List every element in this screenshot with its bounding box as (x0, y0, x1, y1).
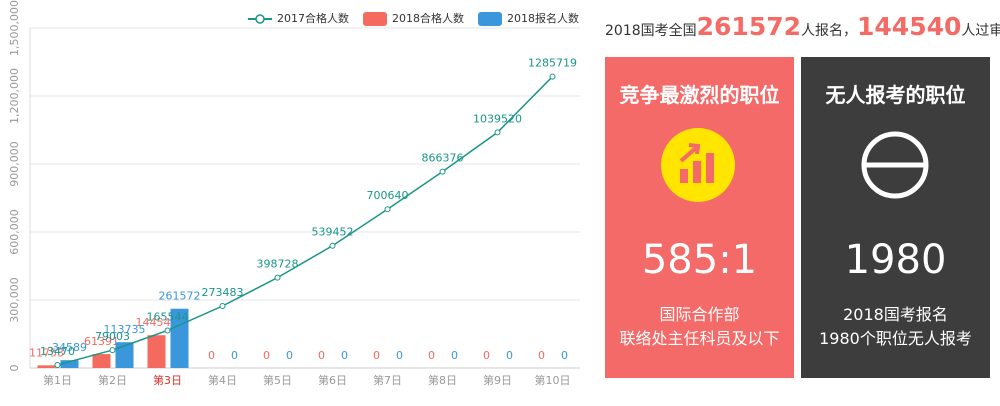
bar (60, 360, 79, 368)
data-label: 0 (341, 349, 348, 362)
data-label: 1039520 (473, 112, 522, 125)
point (109, 347, 116, 354)
x-tick-label: 第2日 (98, 373, 127, 387)
summary-text: 2018国考全国 (605, 23, 697, 39)
data-label: 0 (428, 349, 435, 362)
data-label: 113735 (104, 323, 146, 336)
data-label: 0 (396, 349, 403, 362)
point (439, 168, 446, 175)
card-desc: 2018国考报名 1980个职位无人报考 (809, 303, 982, 351)
data-label: 0 (483, 349, 490, 362)
legend-swatch (255, 14, 265, 24)
data-label: 34589 (52, 341, 87, 354)
desc-line: 国际合作部 (659, 305, 740, 324)
x-tick-label: 第6日 (318, 373, 347, 387)
data-label: 0 (286, 349, 293, 362)
x-tick-label: 第5日 (263, 373, 292, 387)
bar (147, 335, 166, 368)
y-tick-label: 0 (8, 365, 21, 372)
card: 竞争最激烈的职位 585:1 国际合作部联络处主任科员及以下 (605, 57, 794, 378)
data-label: 0 (263, 349, 270, 362)
summary-number: 144540 (857, 12, 962, 41)
card-title: 无人报考的职位 (825, 83, 966, 107)
x-tick-label: 第1日 (43, 373, 72, 387)
card-title: 竞争最激烈的职位 (619, 83, 780, 107)
bar (92, 354, 111, 368)
point (329, 242, 336, 249)
card-desc: 国际合作部联络处主任科员及以下 (613, 303, 786, 351)
icon (661, 128, 735, 202)
data-label: 700640 (367, 189, 409, 202)
data-label: 61391 (84, 335, 119, 348)
y-tick-label: 1,500,000 (8, 0, 21, 56)
data-label: 398728 (257, 258, 299, 271)
bar (115, 342, 134, 368)
data-label: 0 (318, 349, 325, 362)
data-label: 0 (373, 349, 380, 362)
line (57, 76, 554, 366)
point (384, 206, 391, 213)
y-tick-label: 600,000 (8, 209, 21, 255)
legend-label: 2017合格人数 (277, 11, 349, 25)
x-tick-label: 第9日 (483, 373, 512, 387)
point (549, 73, 556, 80)
summary: 2018国考全国261572人报名，144540人过审 (605, 12, 1000, 41)
point (274, 274, 281, 281)
point (164, 327, 171, 334)
x-tick-label: 第8日 (428, 373, 457, 387)
data-label: 261572 (159, 290, 201, 303)
data-label: 273483 (202, 286, 244, 299)
data-label: 13470 (40, 345, 75, 358)
summary-text: 人报名， (801, 23, 858, 39)
data-label: 866376 (422, 152, 464, 165)
data-label: 0 (538, 349, 545, 362)
data-label: 165544 (147, 310, 189, 323)
card: 无人报考的职位 1980 2018国考报名 1980个职位无人报考 (801, 57, 990, 378)
x-tick-label: 第10日 (535, 373, 571, 387)
point (494, 129, 501, 136)
data-label: 1285719 (528, 57, 577, 70)
y-tick-label: 300,000 (8, 277, 21, 323)
desc-line: 1980个职位无人报考 (819, 329, 972, 348)
data-label: 0 (451, 349, 458, 362)
desc-line: 2018国考报名 (843, 305, 948, 324)
x-tick-label: 第7日 (373, 373, 402, 387)
summary-number: 261572 (696, 12, 802, 41)
data-label: 0 (506, 349, 513, 362)
x-tick-label: 第4日 (208, 373, 237, 387)
desc-line: 联络处主任科员及以下 (619, 329, 780, 348)
card-value: 1980 (844, 237, 947, 283)
card-value: 585:1 (641, 237, 758, 283)
legend-label: 2018合格人数 (392, 11, 464, 25)
point (219, 303, 226, 310)
legend-label: 2018报名人数 (507, 11, 579, 25)
chart: 0 300,000 600,000 900,000 1,200,000 1,500,000… (8, 0, 580, 387)
data-label: 11753 (29, 346, 64, 359)
legend-swatch (363, 12, 387, 26)
y-tick-label: 900,000 (8, 141, 21, 187)
bar (37, 365, 56, 368)
point (54, 361, 61, 368)
y-tick-label: 1,200,000 (8, 68, 21, 124)
data-label: 0 (561, 349, 568, 362)
data-label: 539452 (312, 226, 354, 239)
icon (861, 131, 929, 199)
data-label: 144540 (136, 316, 178, 329)
data-label: 0 (208, 349, 215, 362)
data-label: 0 (231, 349, 238, 362)
x-tick-label: 第3日 (153, 373, 182, 387)
legend-swatch (478, 12, 502, 26)
summary-text: 人过审 (961, 23, 1000, 39)
data-label: 79003 (95, 330, 130, 343)
